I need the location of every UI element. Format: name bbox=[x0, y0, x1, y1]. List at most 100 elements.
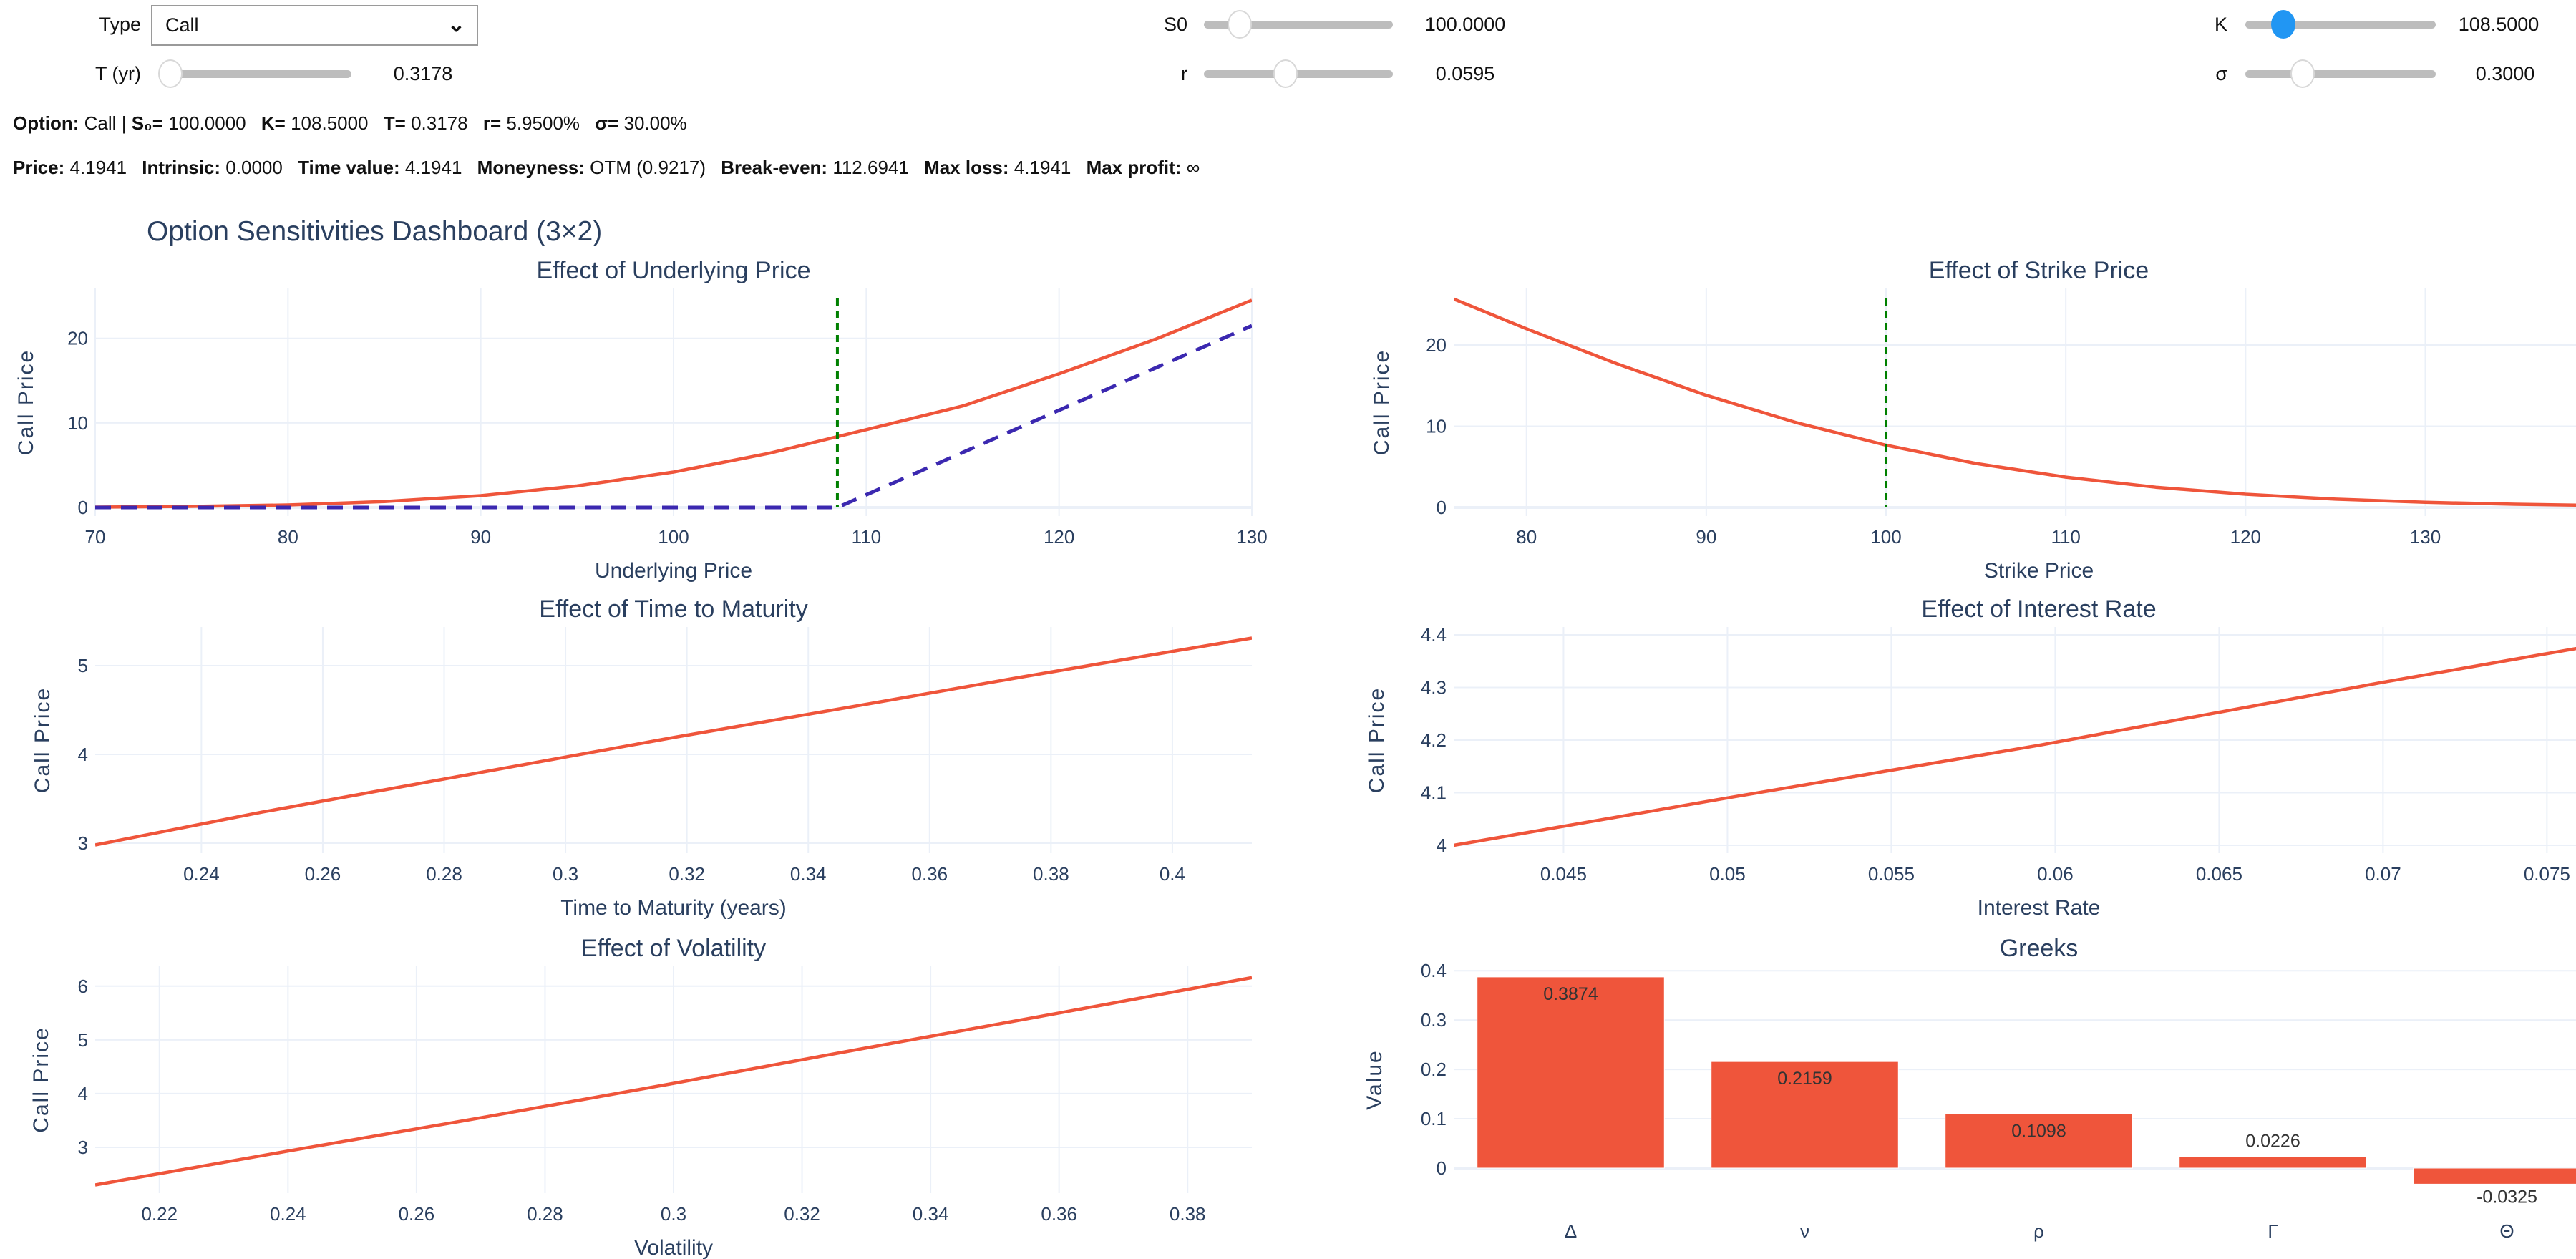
y-tick-label: 4.3 bbox=[1421, 677, 1447, 699]
bar-value-label: 0.0226 bbox=[2245, 1131, 2300, 1151]
y-axis-title: Call Price bbox=[29, 1026, 53, 1132]
s0-slider-thumb[interactable] bbox=[1228, 10, 1253, 39]
r-slider[interactable] bbox=[1204, 70, 1393, 78]
call-price-line bbox=[95, 636, 1252, 847]
intrinsic-label: Intrinsic: bbox=[142, 157, 221, 178]
y-tick-label: 4.1 bbox=[1421, 782, 1447, 803]
k-slider[interactable] bbox=[2245, 21, 2436, 29]
option-type-value: Call bbox=[165, 14, 199, 36]
chart-title: Effect of Strike Price bbox=[1929, 257, 2149, 284]
r-label: r bbox=[1181, 63, 1187, 84]
x-tick-label: 0.36 bbox=[911, 863, 948, 885]
x-tick-label: 0.28 bbox=[527, 1203, 563, 1225]
x-tick-label: 120 bbox=[2230, 526, 2261, 548]
y-tick-label: 0 bbox=[78, 497, 88, 518]
sigma-label: σ bbox=[2215, 63, 2227, 84]
time-value-value: 4.1941 bbox=[404, 157, 462, 178]
price-value: 4.1941 bbox=[69, 157, 127, 178]
x-tick-label: 0.32 bbox=[784, 1203, 820, 1225]
moneyness-label: Moneyness: bbox=[477, 157, 585, 178]
bar-value-label: -0.0325 bbox=[2477, 1187, 2537, 1207]
y-tick-label: 4 bbox=[1437, 835, 1447, 856]
chart-2: Effect of Strike Price 0 10 20 Call Price 80 9… bbox=[1370, 257, 2576, 583]
max-profit-value: ∞ bbox=[1186, 157, 1200, 178]
chart-6: Greeks 0 0.1 0.2 0.3 0.4 Value 0.3874 0.2159 0.10… bbox=[1363, 935, 2576, 1242]
x-tick-label: 80 bbox=[278, 526, 298, 548]
t-info-value: 0.3178 bbox=[411, 112, 468, 134]
x-category-label: Δ bbox=[1565, 1220, 1577, 1242]
x-tick-label: 90 bbox=[470, 526, 491, 548]
x-axis-title: Interest Rate bbox=[1978, 896, 2101, 920]
option-type-select[interactable]: Call ⌄ bbox=[151, 5, 478, 46]
x-tick-label: 0.26 bbox=[399, 1203, 435, 1225]
x-tick-label: 0.26 bbox=[305, 863, 341, 885]
y-tick-label: 3 bbox=[78, 1137, 88, 1158]
sigma-slider-thumb[interactable] bbox=[2290, 59, 2315, 88]
r-slider-thumb[interactable] bbox=[1273, 59, 1298, 88]
y-tick-label: 20 bbox=[1426, 334, 1447, 356]
y-tick-label: 10 bbox=[67, 412, 88, 434]
x-axis-title: Volatility bbox=[634, 1236, 713, 1259]
y-tick-label: 4 bbox=[78, 1083, 88, 1104]
y-axis-title: Call Price bbox=[1365, 687, 1389, 793]
sigma-info-label: σ= bbox=[595, 112, 619, 134]
chart-title: Effect of Interest Rate bbox=[1921, 596, 2156, 623]
s0-slider[interactable] bbox=[1204, 21, 1393, 29]
k-slider-thumb[interactable] bbox=[2271, 10, 2296, 39]
y-tick-label: 0 bbox=[1437, 1157, 1447, 1179]
y-axis-title: Value bbox=[1363, 1049, 1386, 1110]
y-tick-label: 0.1 bbox=[1421, 1108, 1447, 1129]
x-tick-label: 0.36 bbox=[1041, 1203, 1077, 1225]
y-tick-label: 6 bbox=[78, 976, 88, 997]
sigma-slider[interactable] bbox=[2245, 70, 2436, 78]
x-tick-label: 0.34 bbox=[913, 1203, 949, 1225]
moneyness-value: OTM (0.9217) bbox=[590, 157, 706, 178]
x-axis-title: Underlying Price bbox=[595, 559, 752, 583]
k-info-label: K= bbox=[261, 112, 286, 134]
intrinsic-value: 0.0000 bbox=[225, 157, 283, 178]
t-label: T (yr) bbox=[95, 63, 141, 84]
x-tick-label: 0.28 bbox=[426, 863, 462, 885]
x-tick-label: 0.38 bbox=[1170, 1203, 1206, 1225]
chevron-down-icon: ⌄ bbox=[447, 13, 465, 37]
t-slider-thumb[interactable] bbox=[158, 59, 183, 88]
x-tick-label: 130 bbox=[2410, 526, 2441, 548]
option-value: Call bbox=[84, 112, 117, 134]
x-tick-label: 0.34 bbox=[790, 863, 827, 885]
s0-value: 100.0000 bbox=[1424, 14, 1506, 35]
y-tick-label: 0 bbox=[1437, 497, 1447, 518]
call-price-line bbox=[95, 976, 1252, 1187]
y-tick-label: 3 bbox=[78, 832, 88, 854]
call-price-line bbox=[1454, 297, 2576, 507]
chart-1: Effect of Underlying Price 0 10 20 Call Pric… bbox=[14, 257, 1268, 583]
x-tick-label: 110 bbox=[852, 526, 881, 548]
bar-1 bbox=[1477, 976, 1665, 1169]
bar-value-label: 0.3874 bbox=[1543, 984, 1598, 1004]
chart-5: Effect of Volatility 3 4 5 6 Call Price 0.22 0.… bbox=[29, 935, 1252, 1259]
x-tick-label: 0.38 bbox=[1033, 863, 1069, 885]
t-value: 0.3178 bbox=[393, 63, 453, 84]
time-value-label: Time value: bbox=[298, 157, 400, 178]
k-value: 108.5000 bbox=[2458, 14, 2539, 35]
x-category-label: ρ bbox=[2033, 1220, 2044, 1242]
t-slider[interactable] bbox=[161, 70, 351, 78]
bar-2 bbox=[1711, 1061, 1899, 1169]
x-tick-label: 0.3 bbox=[661, 1203, 686, 1225]
sigma-value: 0.3000 bbox=[2475, 63, 2535, 84]
x-tick-label: 0.065 bbox=[2196, 863, 2242, 885]
k-info-value: 108.5000 bbox=[291, 112, 369, 134]
bar-5 bbox=[2413, 1167, 2576, 1185]
bar-value-label: 0.1098 bbox=[2011, 1121, 2066, 1141]
y-tick-label: 5 bbox=[78, 655, 88, 676]
x-tick-label: 100 bbox=[1870, 526, 1901, 548]
chart-title: Effect of Underlying Price bbox=[537, 257, 811, 284]
chart-title: Effect of Volatility bbox=[581, 935, 766, 962]
x-tick-label: 120 bbox=[1044, 526, 1074, 548]
type-label: Type bbox=[99, 14, 141, 35]
x-tick-label: 0.075 bbox=[2524, 863, 2570, 885]
x-tick-label: 80 bbox=[1516, 526, 1537, 548]
separator: | bbox=[121, 112, 127, 134]
y-axis-title: Call Price bbox=[31, 687, 54, 793]
option-metrics-line: Price: 4.1941 Intrinsic: 0.0000 Time val… bbox=[13, 155, 1200, 180]
max-profit-label: Max profit: bbox=[1086, 157, 1182, 178]
